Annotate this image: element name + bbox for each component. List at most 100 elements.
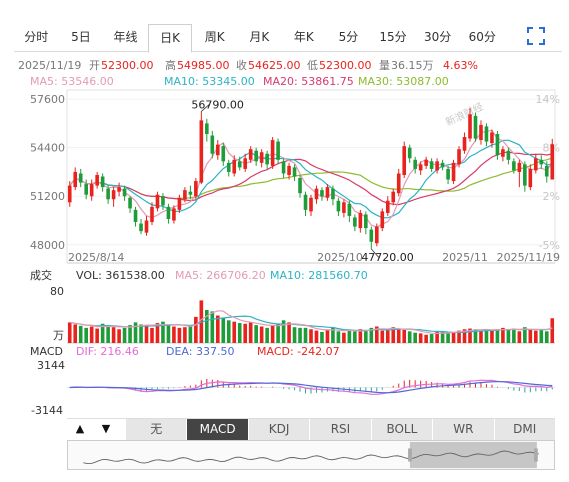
pct-tick-2: 2% bbox=[543, 190, 560, 203]
candle-71 bbox=[457, 146, 461, 168]
volume-bar-57 bbox=[380, 330, 385, 343]
volume-bar-84 bbox=[528, 329, 533, 343]
volume-bar-3 bbox=[84, 327, 89, 343]
chart-area: 2025/11/19 开 52300.00 高 54985.00 收 54625… bbox=[18, 58, 560, 417]
info-high-label: 高 bbox=[165, 58, 176, 72]
candle-56 bbox=[374, 223, 379, 247]
candle-76 bbox=[484, 123, 489, 147]
tab-3[interactable]: 日K bbox=[147, 24, 193, 53]
candle-44 bbox=[309, 194, 313, 216]
volume-bar-29 bbox=[226, 320, 231, 343]
price-tick-2: 51200 bbox=[30, 190, 65, 203]
macd-dea: DEA: 337.50 bbox=[166, 345, 234, 358]
time-navigator[interactable] bbox=[67, 440, 555, 470]
volume-bar-31 bbox=[237, 323, 242, 343]
info-vol: 36.15万 bbox=[391, 59, 434, 72]
volume-bar-52 bbox=[353, 331, 357, 343]
macd-label: MACD bbox=[30, 345, 63, 358]
tab-0[interactable]: 分时 bbox=[24, 30, 49, 44]
tab-8[interactable]: 15分 bbox=[379, 30, 407, 44]
candle-9 bbox=[117, 182, 121, 197]
candle-52 bbox=[353, 214, 357, 232]
volume-bar-78 bbox=[495, 329, 500, 343]
volume-bar-88 bbox=[550, 318, 555, 343]
tab-9[interactable]: 30分 bbox=[424, 30, 452, 44]
volume-bar-45 bbox=[314, 330, 319, 343]
candle-4 bbox=[89, 179, 94, 201]
candle-70 bbox=[451, 159, 456, 185]
volume-bar-16 bbox=[155, 323, 160, 343]
macd-chart bbox=[67, 378, 555, 395]
volume-ma10-line bbox=[69, 315, 553, 334]
indicator-tab-5[interactable]: WR bbox=[432, 419, 494, 440]
indicator-tab-2[interactable]: KDJ bbox=[247, 419, 310, 440]
volume-bar-23 bbox=[194, 316, 198, 343]
volume-bar-2 bbox=[78, 325, 83, 343]
volume-bar-8 bbox=[111, 327, 116, 343]
volume-bar-19 bbox=[172, 326, 176, 343]
tab-2[interactable]: 年线 bbox=[113, 30, 138, 44]
candle-14 bbox=[144, 215, 149, 236]
volume-bar-28 bbox=[221, 318, 226, 343]
volume-bar-65 bbox=[424, 334, 428, 343]
tab-5[interactable]: 月K bbox=[249, 30, 270, 44]
candle-72 bbox=[462, 132, 467, 154]
tab-4[interactable]: 周K bbox=[204, 30, 225, 44]
tab-6[interactable]: 年K bbox=[293, 30, 314, 44]
tab-10[interactable]: 60分 bbox=[468, 30, 496, 44]
indicator-tabs: 无 MACD KDJ RSI BOLL WR DMI bbox=[125, 419, 555, 440]
candle-85 bbox=[533, 153, 538, 174]
pct-tick-3: -5% bbox=[539, 239, 560, 252]
candle-87 bbox=[544, 161, 549, 183]
watermark: 新浪财经 bbox=[443, 100, 485, 129]
candle-75 bbox=[479, 120, 483, 145]
volume-bar-11 bbox=[128, 325, 132, 343]
indicator-tab-3[interactable]: RSI bbox=[309, 419, 371, 440]
tab-1[interactable]: 5日 bbox=[71, 30, 91, 44]
volume-bar-15 bbox=[150, 327, 154, 343]
volume-bar-83 bbox=[523, 327, 527, 343]
volume-bar-80 bbox=[506, 329, 511, 343]
volume-bar-87 bbox=[544, 331, 549, 343]
annotation-1: 47720.00 bbox=[361, 251, 414, 264]
candle-82 bbox=[517, 159, 522, 188]
volume-bar-73 bbox=[468, 328, 472, 343]
candle-35 bbox=[259, 149, 264, 168]
tab-7[interactable]: 5分 bbox=[338, 30, 359, 44]
period-tabs: 分时 5日 年线 日K 周K 月K 年K 5分 15分 30分 60分 bbox=[14, 24, 562, 53]
indicator-tab-1[interactable]: MACD bbox=[186, 419, 248, 440]
volume-bar-81 bbox=[512, 328, 516, 343]
candle-78 bbox=[495, 130, 500, 160]
volume-bar-69 bbox=[446, 332, 450, 343]
fullscreen-icon[interactable] bbox=[527, 27, 545, 45]
ma10-legend: MA10: 53345.00 bbox=[164, 75, 255, 88]
indicator-tab-6[interactable]: DMI bbox=[493, 419, 555, 440]
price-annotations: 56790.00 47720.00 bbox=[191, 98, 413, 264]
volume-bar-40 bbox=[287, 322, 291, 343]
candle-19 bbox=[172, 205, 176, 224]
volume-bar-27 bbox=[215, 315, 220, 343]
info-close-label: 收 bbox=[236, 58, 247, 72]
candle-62 bbox=[407, 144, 412, 163]
indicator-tab-0[interactable]: 无 bbox=[125, 419, 187, 440]
volume-bar-20 bbox=[177, 327, 182, 343]
volume-bar-21 bbox=[183, 327, 187, 343]
candle-31 bbox=[237, 156, 242, 171]
candle-36 bbox=[265, 150, 269, 169]
scroll-down-button[interactable]: ▼ bbox=[101, 422, 111, 435]
volume-bar-0 bbox=[67, 322, 72, 343]
volume-bar-37 bbox=[270, 325, 275, 343]
indicator-tab-4[interactable]: BOLL bbox=[370, 419, 433, 440]
volume-bar-74 bbox=[473, 329, 478, 343]
candle-11 bbox=[128, 196, 132, 213]
volume-bar-50 bbox=[342, 332, 346, 343]
x-label-1: 2025/10 bbox=[317, 251, 363, 264]
scroll-up-button[interactable]: ▲ bbox=[75, 422, 85, 435]
volume-bar-53 bbox=[358, 329, 363, 343]
volume-bar-35 bbox=[259, 326, 264, 343]
candle-77 bbox=[490, 129, 494, 148]
volume-bar-39 bbox=[281, 320, 286, 343]
candle-0 bbox=[67, 181, 72, 207]
candle-25 bbox=[205, 118, 209, 142]
info-open-label: 开 bbox=[89, 59, 100, 72]
